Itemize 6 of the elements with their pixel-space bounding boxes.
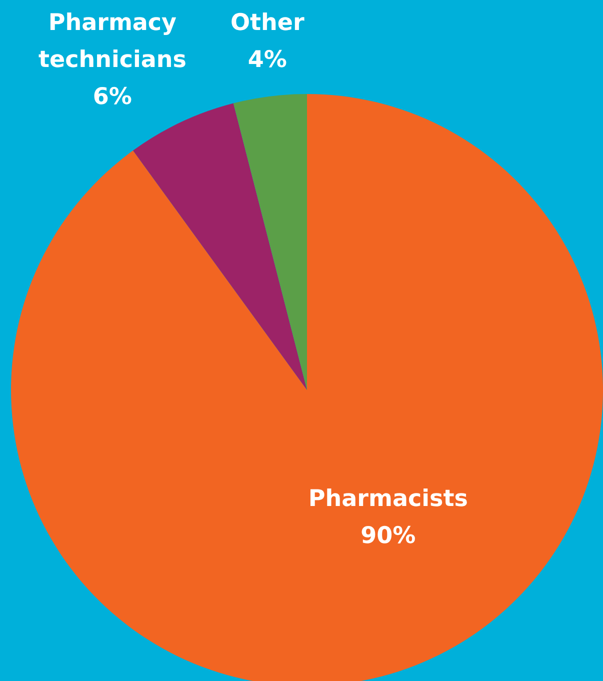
data-label: 4%: [248, 47, 287, 73]
data-label: 6%: [92, 84, 132, 110]
slice-label: Other: [230, 10, 305, 36]
slice-label: Pharmacists: [308, 486, 468, 512]
slice-label: Pharmacy technicians: [38, 10, 186, 73]
data-label: 90%: [360, 523, 416, 550]
